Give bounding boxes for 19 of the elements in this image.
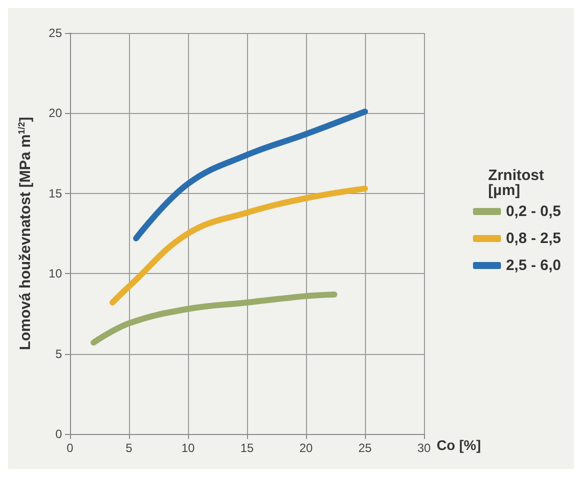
y-tick-label: 15 [48, 186, 62, 200]
legend-label: 2,5 - 6,0 [506, 257, 562, 274]
legend-label: 0,8 - 2,5 [506, 230, 562, 247]
x-tick-label: 30 [417, 441, 431, 455]
y-tick-label: 20 [48, 106, 62, 120]
x-axis-title: Co [%] [436, 437, 481, 453]
x-tick-label: 20 [299, 441, 313, 455]
y-axis-title: Lomová houževnatost [MPa m1/2] [16, 116, 34, 350]
y-tick-label: 25 [48, 26, 62, 40]
y-tick-label: 10 [48, 266, 62, 281]
legend-title: Zrnitost [µm] [488, 167, 544, 199]
y-tick-label: 5 [55, 346, 62, 361]
y-tick-label: 0 [55, 427, 62, 441]
x-tick-label: 15 [240, 441, 254, 455]
x-tick-label: 10 [181, 441, 195, 455]
x-tick-label: 25 [358, 441, 372, 455]
x-tick-label: 0 [66, 441, 74, 455]
x-tick-label: 5 [126, 441, 133, 455]
legend-label: 0,2 - 0,5 [506, 203, 562, 220]
